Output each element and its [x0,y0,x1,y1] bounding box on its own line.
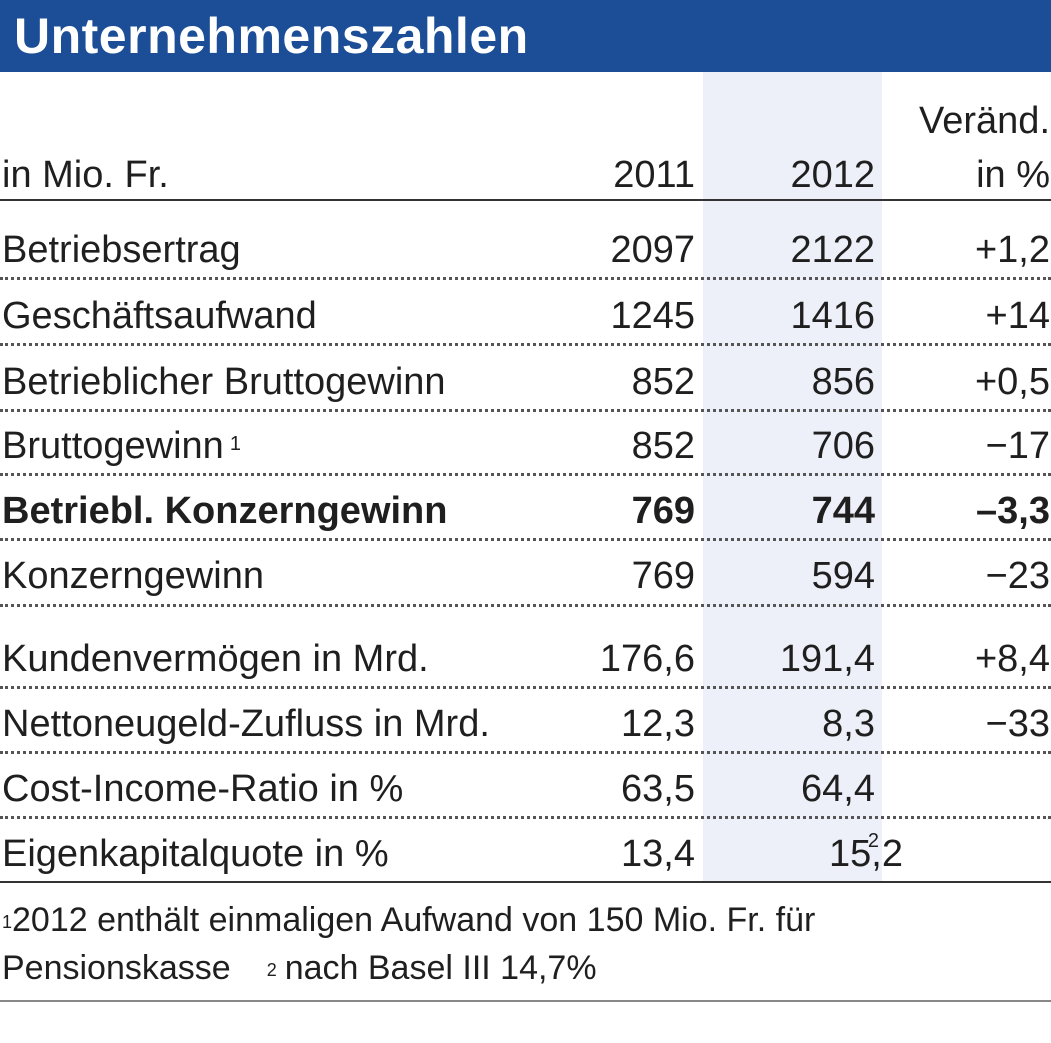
row-value-change: –3,3 [976,490,1050,532]
header-2011: 2011 [613,154,695,196]
header-2012: 2012 [790,154,875,196]
header-change-line1: Veränd. [919,100,1050,142]
row-label: Cost-Income-Ratio in % [2,768,404,810]
row-value-2012: 15,2 [829,833,903,875]
row-divider [0,686,1051,689]
footnote-1: 12012 enthält einmaligen Aufwand von 150… [2,898,815,942]
header-unit: in Mio. Fr. [2,154,169,196]
table-bottom-rule [0,881,1051,883]
row-label: Betrieblicher Bruttogewinn [2,361,446,403]
footnote-1-text-cont: Pensionskasse [2,949,231,987]
header-rule [0,199,1051,201]
row-value-2012: 191,4 [779,638,875,680]
row-value-2011: 852 [631,361,695,403]
row-value-2012: 706 [811,425,875,467]
row-value-2012: 2122 [790,229,875,271]
row-value-2012: 8,3 [822,703,875,745]
row-divider [0,409,1051,412]
row-label: Kundenvermögen in Mrd. [2,638,429,680]
footnote-marker: 2 [867,830,879,852]
footnote-1-text: 2012 enthält einmaligen Aufwand von 150 … [12,901,816,939]
row-value-change: +8,4 [974,638,1050,680]
row-value-2011: 852 [631,425,695,467]
row-label: Eigenkapitalquote in % [2,833,389,875]
row-value-change: −23 [985,555,1050,597]
title-bar: Unternehmenszahlen [0,0,1051,72]
page-title: Unternehmenszahlen [14,8,529,64]
row-divider [0,343,1051,346]
row-label: Nettoneugeld-Zufluss in Mrd. [2,703,490,745]
row-value-2011: 12,3 [621,703,695,745]
row-divider [0,473,1051,476]
header-change-line2: in % [976,154,1050,196]
row-value-2011: 769 [631,490,695,532]
row-divider [0,538,1051,541]
row-value-2012: 64,4 [801,768,875,810]
row-value-change: +0,5 [974,361,1050,403]
row-value-2011: 2097 [610,229,695,271]
row-value-2011: 176,6 [599,638,695,680]
row-divider [0,604,1051,607]
row-value-change: +14 [985,295,1050,337]
row-label: Konzerngewinn [2,555,264,597]
row-label: Bruttogewinn 1 [2,423,241,469]
bottom-rule [0,1000,1051,1002]
footnote-line-2: Pensionskasse 2 nach Basel III 14,7% [2,946,597,990]
row-divider [0,816,1051,819]
footnote-1-marker: 1 [2,912,13,932]
row-value-2012: 856 [811,361,875,403]
row-value-2012: 594 [811,555,875,597]
row-divider [0,751,1051,754]
row-label: Betriebsertrag [2,229,241,271]
row-label-text: Bruttogewinn [2,425,224,467]
row-label: Geschäftsaufwand [2,295,317,337]
highlight-column-2012 [703,72,882,882]
row-value-2011: 63,5 [621,768,695,810]
row-label-highlight: Betriebl. Konzerngewinn [2,490,448,532]
row-value-change: −33 [985,703,1050,745]
row-value-2011: 13,4 [621,833,695,875]
footnote-marker: 1 [229,433,241,455]
row-value-2011: 769 [631,555,695,597]
row-value-2012: 1416 [790,295,875,337]
footnote-2-marker: 2 [266,960,277,980]
row-value-change: +1,2 [974,229,1050,271]
row-value-2011: 1245 [610,295,695,337]
row-value-change: −17 [985,425,1050,467]
row-value-2012: 744 [811,490,875,532]
row-divider [0,277,1051,280]
footnote-2-text: nach Basel III 14,7% [284,949,597,987]
